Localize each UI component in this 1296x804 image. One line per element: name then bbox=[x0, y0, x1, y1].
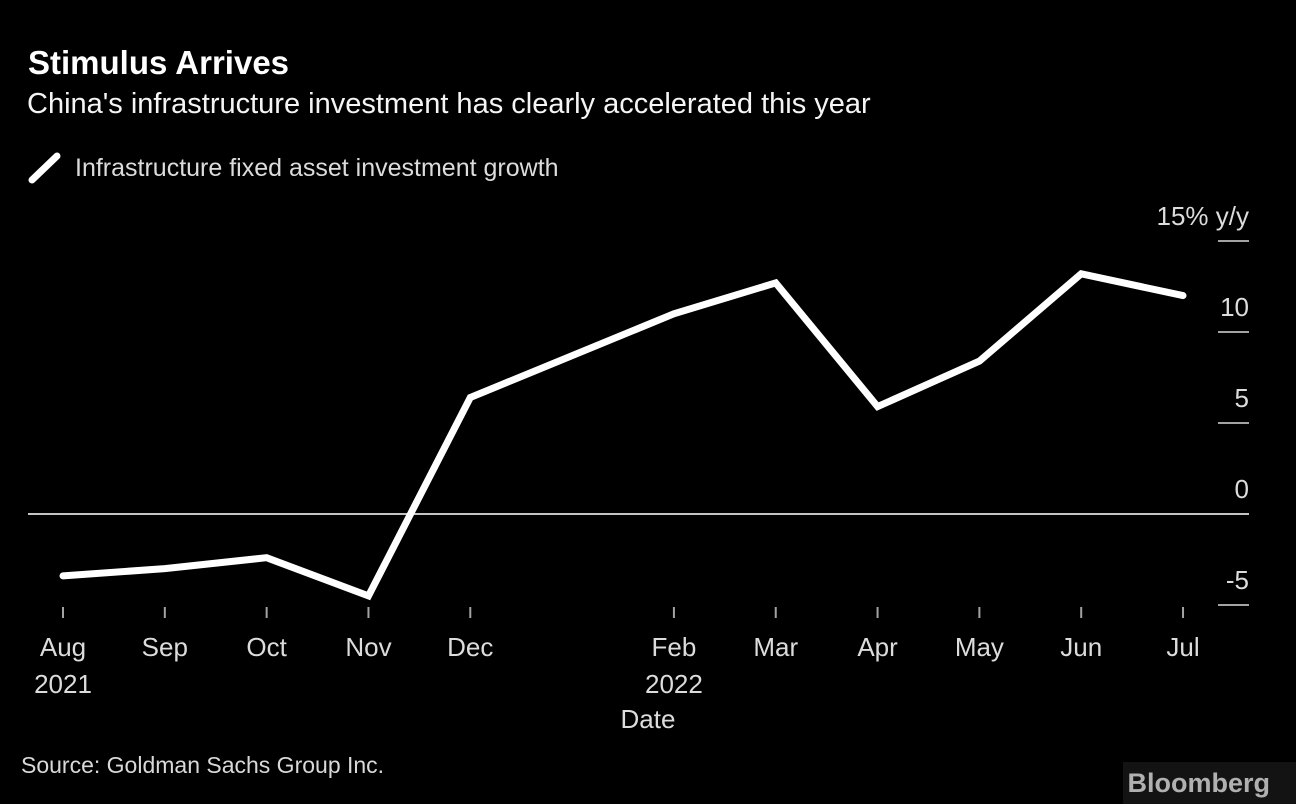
y-axis-label: 10 bbox=[1220, 292, 1249, 322]
x-axis-month-label: Oct bbox=[246, 632, 287, 662]
x-axis-month-label: Nov bbox=[345, 632, 391, 662]
bloomberg-logo-text: Bloomberg bbox=[1127, 767, 1270, 798]
legend: Infrastructure fixed asset investment gr… bbox=[28, 151, 559, 185]
x-axis-month-label: Jun bbox=[1060, 632, 1102, 662]
x-axis-title: Date bbox=[621, 704, 676, 734]
x-axis-month-label: Aug bbox=[40, 632, 86, 662]
series-line bbox=[59, 270, 1187, 601]
y-axis-label: 0 bbox=[1235, 474, 1249, 504]
x-axis-month-label: Dec bbox=[447, 632, 493, 662]
legend-series-label: Infrastructure fixed asset investment gr… bbox=[75, 153, 559, 182]
source-attribution: Source: Goldman Sachs Group Inc. bbox=[21, 752, 385, 778]
chart-title: Stimulus Arrives bbox=[28, 44, 290, 81]
x-axis-month-label: Apr bbox=[857, 632, 898, 662]
legend-line-swatch-icon bbox=[28, 152, 61, 184]
x-axis-month-label: Mar bbox=[753, 632, 798, 662]
x-axis-month-label: Feb bbox=[652, 632, 697, 662]
x-axis-month-label: Jul bbox=[1166, 632, 1199, 662]
bloomberg-logo: Bloomberg bbox=[1123, 762, 1296, 804]
y-axis-label: 5 bbox=[1235, 383, 1249, 413]
x-axis-month-label: Sep bbox=[142, 632, 188, 662]
x-axis-month-label: May bbox=[955, 632, 1004, 662]
chart-subtitle: China's infrastructure investment has cl… bbox=[27, 88, 871, 120]
y-axis-label: 15% y/y bbox=[1157, 201, 1250, 231]
x-axis-year-label: 2021 bbox=[34, 669, 92, 699]
x-axis-year-label: 2022 bbox=[645, 669, 703, 699]
y-axis-label: -5 bbox=[1226, 565, 1249, 595]
